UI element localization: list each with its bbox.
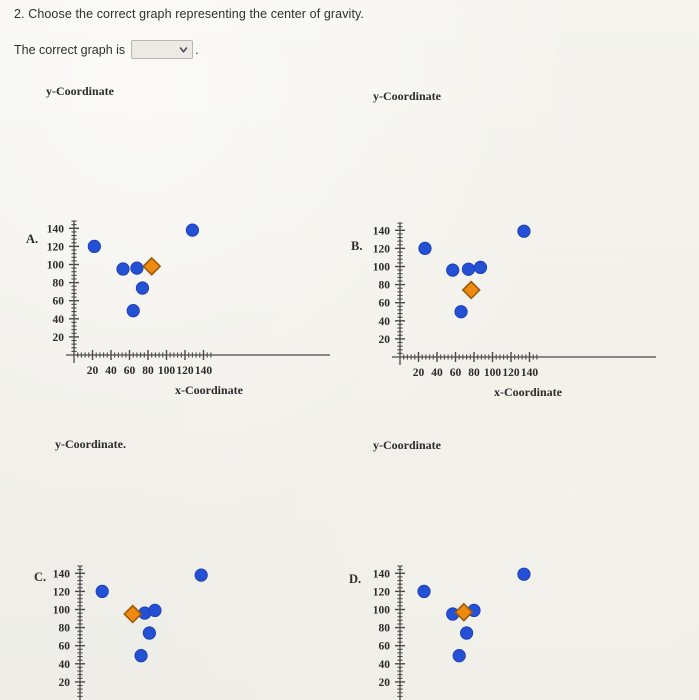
data-point-marker xyxy=(417,584,431,599)
data-point-marker xyxy=(517,567,531,581)
y-tick-label-d: 80 xyxy=(379,623,391,635)
data-point-marker xyxy=(459,626,474,640)
y-tick-label-d: 120 xyxy=(373,586,391,598)
y-tick-label-d: 40 xyxy=(379,659,391,671)
y-tick-label-d: 60 xyxy=(379,641,391,653)
y-tick-label-d: 20 xyxy=(379,677,391,689)
data-point-marker xyxy=(452,649,466,663)
y-tick-label-d: 100 xyxy=(373,605,391,617)
y-tick-label-d: 140 xyxy=(373,568,391,580)
